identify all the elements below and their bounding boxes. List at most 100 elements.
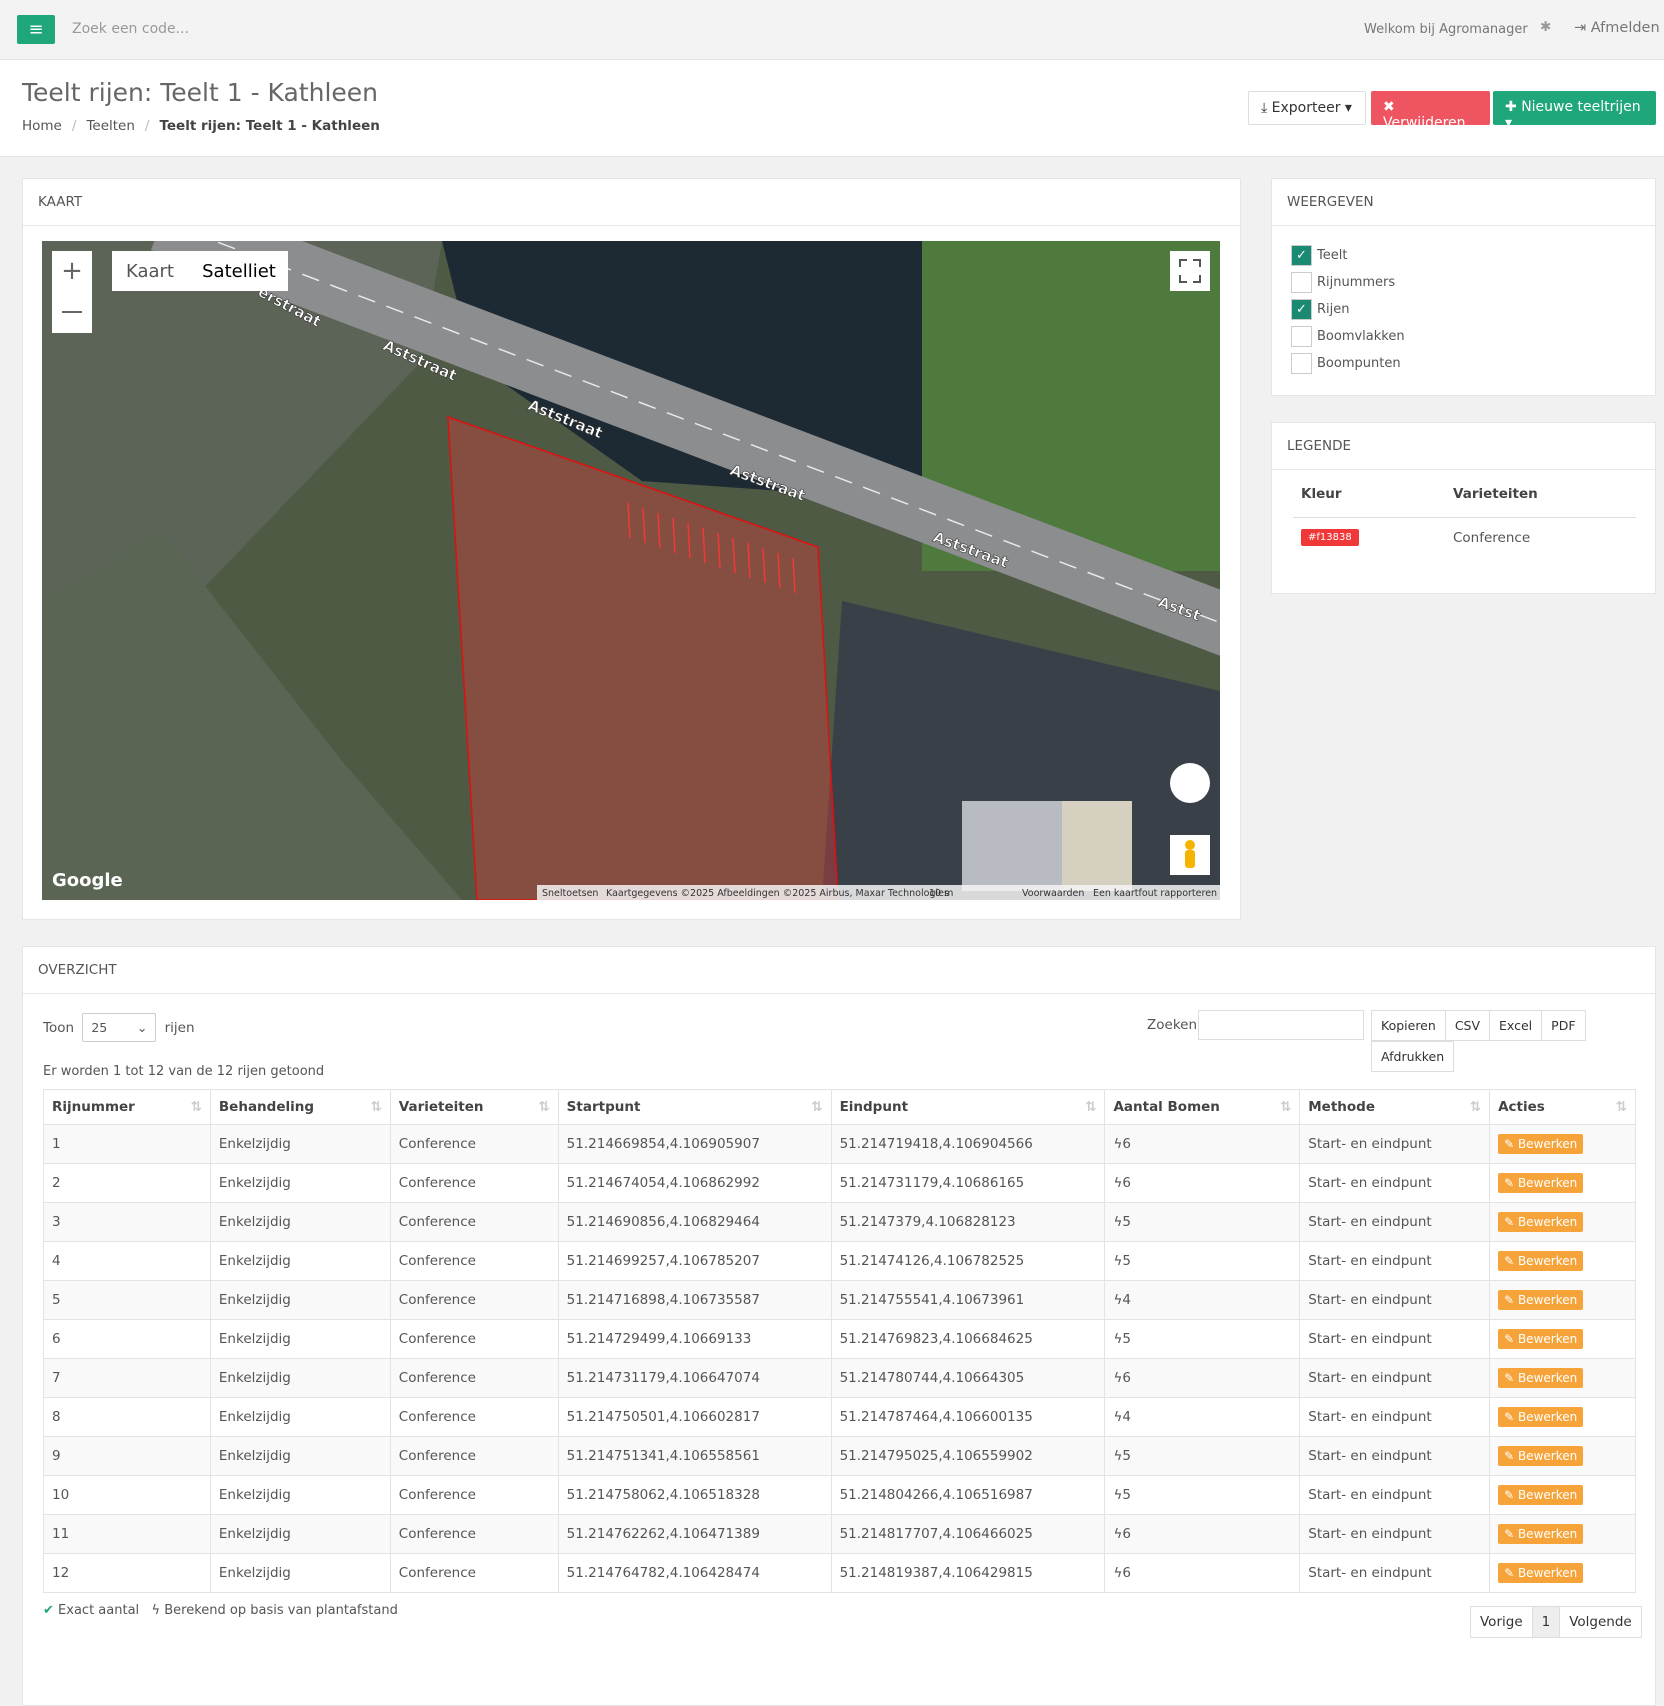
checkbox[interactable]: ✓ [1291, 299, 1312, 320]
edit-text[interactable]: Bewerken [1517, 1176, 1578, 1190]
export-button[interactable]: CSV [1444, 1010, 1491, 1041]
map-type-active[interactable]: Satelliet [202, 261, 276, 282]
page-button[interactable]: Volgende [1559, 1606, 1642, 1638]
zoom-in[interactable]: + [61, 256, 83, 286]
checkbox[interactable] [1291, 326, 1312, 347]
option-label[interactable]: Boomvlakken [1317, 329, 1405, 344]
map-type[interactable]: Kaart [126, 261, 174, 282]
checkbox[interactable]: ✓ [1291, 245, 1312, 266]
delete-button[interactable]: ✖ Verwijderen [1371, 91, 1490, 131]
bug-icon[interactable]: ✱ [1540, 19, 1552, 35]
search-input[interactable]: Zoek een code... [72, 21, 189, 37]
logout[interactable]: ⇥ Afmelden [1574, 20, 1660, 36]
logout-text[interactable]: Afmelden [1590, 20, 1660, 36]
export-button[interactable]: Excel [1489, 1010, 1543, 1041]
edit-button[interactable]: ✎ Bewerken [1498, 1212, 1584, 1232]
attribution-text[interactable]: Kaartgegevens ©2025 Afbeeldingen ©2025 A… [606, 888, 949, 899]
column-header[interactable]: Behandeling ⇅ [209, 1089, 391, 1125]
export-button[interactable]: Afdrukken [1371, 1041, 1455, 1072]
edit-button[interactable]: ✎ Bewerken [1498, 1368, 1584, 1388]
attribution-text[interactable]: Sneltoetsen [542, 888, 598, 899]
attribution-text[interactable]: Een kaartfout rapporteren [1093, 888, 1217, 899]
column-title[interactable]: Aantal Bomen [1113, 1099, 1220, 1115]
edit-button[interactable]: ✎ Bewerken [1498, 1251, 1584, 1271]
edit-button[interactable]: ✎ Bewerken [1498, 1173, 1584, 1193]
crop-row [657, 512, 661, 549]
edit-text[interactable]: Bewerken [1517, 1410, 1578, 1424]
table-row: 3 Enkelzijdig Conference 51.214690856,4.106… [43, 1202, 1636, 1242]
column-title[interactable]: Varieteiten [398, 1099, 484, 1115]
checkbox[interactable] [1291, 353, 1312, 374]
page-button[interactable]: Vorige [1470, 1606, 1533, 1638]
attribution-text[interactable]: 10 m [929, 888, 953, 899]
edit-button[interactable]: ✎ Bewerken [1498, 1407, 1584, 1427]
column-header[interactable]: Methode ⇅ [1299, 1089, 1491, 1125]
edit-text[interactable]: Bewerken [1517, 1488, 1578, 1502]
column-title[interactable]: Methode [1308, 1099, 1375, 1115]
edit-button[interactable]: ✎ Bewerken [1498, 1290, 1584, 1310]
column-header[interactable]: Acties ⇅ [1489, 1089, 1636, 1125]
display-option[interactable]: ✓ Teelt [1291, 242, 1636, 269]
pegman-icon [1185, 850, 1195, 868]
fullscreen[interactable] [1170, 251, 1210, 291]
display-option[interactable]: Boomvlakken [1291, 323, 1636, 350]
bolt-icon: ϟ [1113, 1175, 1123, 1191]
edit-text[interactable]: Bewerken [1517, 1137, 1578, 1151]
edit-text[interactable]: Bewerken [1517, 1215, 1578, 1229]
option-label[interactable]: Rijen [1317, 302, 1350, 317]
display-option[interactable]: ✓ Rijen [1291, 296, 1636, 323]
footnote: Exact aantal [58, 1603, 140, 1618]
delete-text[interactable]: Verwijderen [1383, 115, 1466, 131]
crumb[interactable]: Home [22, 118, 62, 134]
option-label[interactable]: Rijnummers [1317, 275, 1396, 290]
edit-button[interactable]: ✎ Bewerken [1498, 1563, 1584, 1583]
display-option[interactable]: Boompunten [1291, 350, 1636, 377]
page-size-select[interactable]: 25 ⌄ [82, 1013, 157, 1042]
export-button[interactable]: ⤓ Exporteer ▾ [1248, 91, 1366, 125]
option-label[interactable]: Boompunten [1317, 356, 1401, 371]
map-type-control[interactable] [112, 251, 288, 291]
edit-button[interactable]: ✎ Bewerken [1498, 1524, 1584, 1544]
edit-text[interactable]: Bewerken [1517, 1293, 1578, 1307]
checkbox[interactable] [1291, 272, 1312, 293]
export-button[interactable]: PDF [1541, 1010, 1586, 1041]
menu-button[interactable]: ≡ [17, 15, 55, 44]
table-cell: Enkelzijdig [209, 1163, 391, 1203]
edit-button[interactable]: ✎ Bewerken [1498, 1446, 1584, 1466]
crumb[interactable]: Teelten [86, 118, 135, 134]
display-option[interactable]: Rijnummers [1291, 269, 1636, 296]
export-text[interactable]: Exporteer [1271, 100, 1341, 116]
table-cell: Enkelzijdig [209, 1358, 391, 1398]
edit-button[interactable]: ✎ Bewerken [1498, 1329, 1584, 1349]
edit-text[interactable]: Bewerken [1517, 1527, 1578, 1541]
column-title[interactable]: Acties [1498, 1099, 1545, 1115]
edit-text[interactable]: Bewerken [1517, 1332, 1578, 1346]
column-title[interactable]: Rijnummer [52, 1099, 135, 1115]
column-header[interactable]: Startpunt ⇅ [557, 1089, 832, 1125]
zoom-control[interactable] [52, 251, 92, 333]
new-button[interactable]: ✚ Nieuwe teeltrijen ▾ [1493, 91, 1656, 131]
page-size[interactable]: 25 [91, 1020, 108, 1035]
edit-text[interactable]: Bewerken [1517, 1566, 1578, 1580]
edit-text[interactable]: Bewerken [1517, 1371, 1578, 1385]
page-button[interactable]: 1 [1531, 1606, 1561, 1638]
edit-text[interactable]: Bewerken [1517, 1449, 1578, 1463]
column-title[interactable]: Startpunt [566, 1099, 641, 1115]
map[interactable]: erstraatAststraatAststraatAststraatAstst… [42, 241, 1220, 900]
column-header[interactable]: Aantal Bomen ⇅ [1104, 1089, 1301, 1125]
export-button[interactable]: Kopieren [1371, 1010, 1446, 1041]
column-title[interactable]: Eindpunt [839, 1099, 909, 1115]
column-title[interactable]: Behandeling [218, 1099, 315, 1115]
column-header[interactable]: Eindpunt ⇅ [830, 1089, 1106, 1125]
edit-text[interactable]: Bewerken [1517, 1254, 1578, 1268]
camera-control[interactable] [1170, 763, 1210, 803]
option-label[interactable]: Teelt [1317, 248, 1348, 263]
edit-button[interactable]: ✎ Bewerken [1498, 1134, 1584, 1154]
edit-button[interactable]: ✎ Bewerken [1498, 1485, 1584, 1505]
column-header[interactable]: Varieteiten ⇅ [389, 1089, 559, 1125]
attribution-text[interactable]: Voorwaarden [1022, 888, 1084, 899]
cell-text: Start- en eindpunt [1308, 1214, 1432, 1230]
table-search[interactable] [1198, 1010, 1364, 1040]
column-header[interactable]: Rijnummer ⇅ [43, 1089, 211, 1125]
new-text[interactable]: Nieuwe teeltrijen [1521, 99, 1641, 115]
